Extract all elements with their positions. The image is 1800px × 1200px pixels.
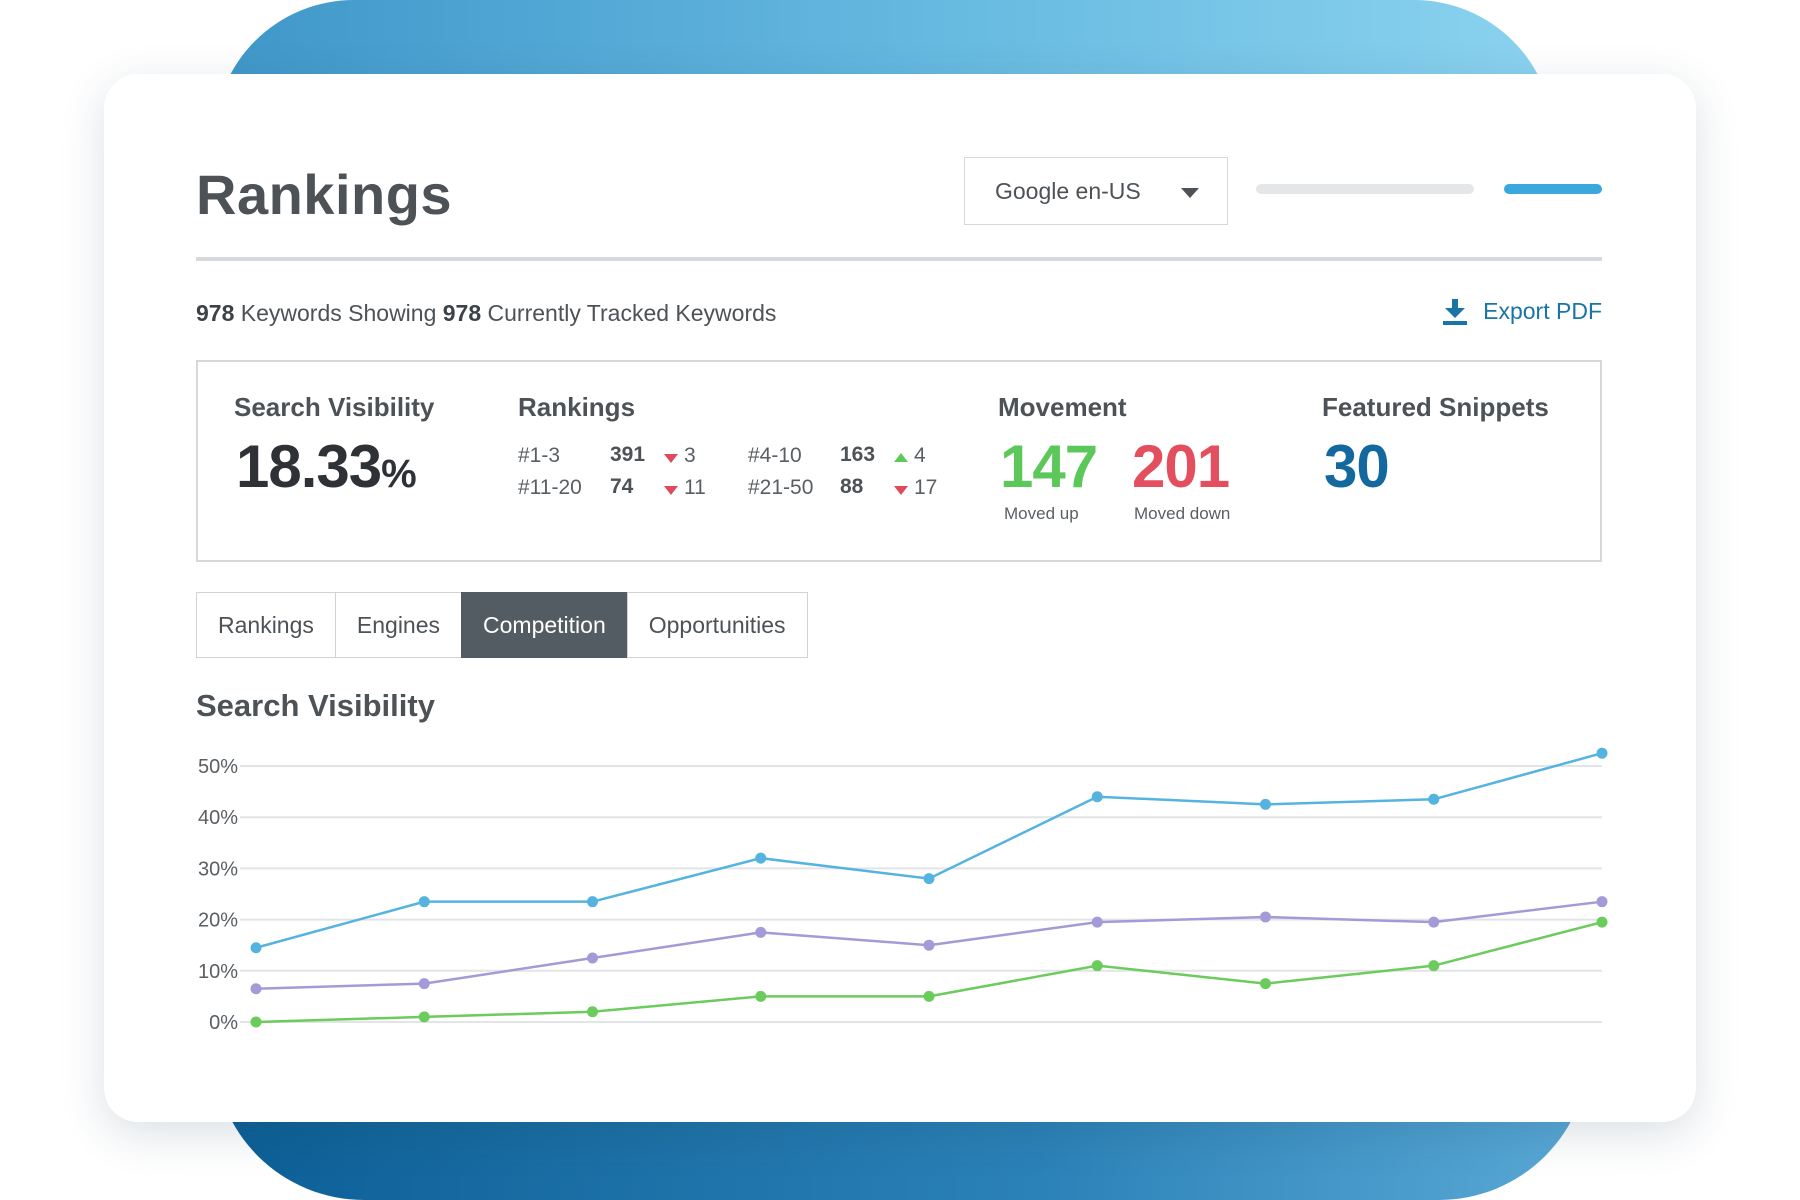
ranking-count: 74 <box>610 475 634 498</box>
data-point[interactable] <box>1596 916 1608 928</box>
ranking-range: #21-50 <box>748 476 814 499</box>
series-line-3 <box>255 920 1603 1024</box>
moved-up-label: Moved up <box>1004 504 1079 523</box>
y-tick-label: 30% <box>198 858 238 880</box>
stats-panel: Search Visibility 18.33% Rankings #1-3 3… <box>196 360 1602 562</box>
chart-title: Search Visibility <box>196 688 435 723</box>
data-point[interactable] <box>923 990 935 1002</box>
data-point[interactable] <box>1260 978 1271 990</box>
data-point[interactable] <box>1596 747 1608 759</box>
arrow-down-icon <box>664 454 678 463</box>
keywords-summary: 978 Keywords Showing 978 Currently Track… <box>196 300 776 327</box>
moved-down-value: 201 <box>1132 433 1230 500</box>
ranking-delta: 3 <box>684 444 696 467</box>
data-point[interactable] <box>587 952 598 964</box>
ranking-count: 88 <box>840 475 864 498</box>
y-tick-label: 40% <box>198 807 238 829</box>
data-point[interactable] <box>1091 916 1103 928</box>
search-visibility-heading: Search Visibility <box>234 392 435 422</box>
search-engine-select-value: Google en-US <box>995 177 1141 204</box>
search-engine-select[interactable]: Google en-US <box>964 157 1228 225</box>
data-point[interactable] <box>250 1016 262 1028</box>
tab-engines[interactable]: Engines <box>334 592 463 658</box>
data-point[interactable] <box>1428 916 1440 928</box>
download-icon <box>1443 298 1468 325</box>
data-point[interactable] <box>755 852 767 864</box>
ranking-range: #11-20 <box>518 476 582 499</box>
data-point[interactable] <box>418 1011 430 1023</box>
tab-opportunities[interactable]: Opportunities <box>626 592 808 658</box>
header-accent-bar <box>1504 184 1602 194</box>
data-point[interactable] <box>1596 896 1608 908</box>
data-point[interactable] <box>1091 960 1103 972</box>
chevron-down-icon <box>1181 188 1199 198</box>
data-point[interactable] <box>755 990 767 1002</box>
ranking-delta: 11 <box>684 476 706 499</box>
data-point[interactable] <box>418 978 430 990</box>
y-tick-label: 50% <box>198 756 238 778</box>
moved-up-value: 147 <box>1000 433 1098 500</box>
ranking-range: #1-3 <box>518 444 561 467</box>
data-point[interactable] <box>923 939 935 951</box>
ranking-range: #4-10 <box>748 444 802 467</box>
tracked-count: 978 <box>442 300 482 326</box>
search-visibility-value: 18.33% <box>236 433 417 500</box>
ranking-delta: 17 <box>914 476 938 499</box>
rankings-card: Rankings Google en-US 978 Keywords Showi… <box>104 74 1696 1122</box>
data-point[interactable] <box>1428 793 1440 805</box>
header-divider <box>196 257 1602 261</box>
featured-snippets-value: 30 <box>1324 433 1390 500</box>
keywords-count: 978 <box>196 300 235 326</box>
series-line-1 <box>255 751 1603 949</box>
keywords-showing-text: Keywords Showing <box>234 300 443 326</box>
data-point[interactable] <box>250 983 262 995</box>
arrow-down-icon <box>894 486 908 495</box>
y-tick-label: 10% <box>198 961 238 983</box>
ranking-count: 163 <box>840 443 876 466</box>
header-placeholder-bar <box>1256 184 1474 194</box>
data-point[interactable] <box>250 942 262 954</box>
export-pdf-button[interactable]: Export PDF <box>1443 298 1602 325</box>
data-point[interactable] <box>923 873 935 885</box>
view-tabs: Rankings Engines Competition Opportuniti… <box>196 592 808 658</box>
featured-snippets-heading: Featured Snippets <box>1322 392 1549 422</box>
y-tick-label: 20% <box>198 910 238 932</box>
data-point[interactable] <box>587 896 598 908</box>
ranking-delta: 4 <box>914 444 926 467</box>
tracked-text: Currently Tracked Keywords <box>481 300 777 326</box>
arrow-up-icon <box>894 453 908 462</box>
export-pdf-label: Export PDF <box>1483 298 1602 324</box>
data-point[interactable] <box>755 926 767 938</box>
ranking-count: 391 <box>610 443 646 466</box>
data-point[interactable] <box>1260 798 1271 810</box>
tab-competition[interactable]: Competition <box>461 592 628 658</box>
data-point[interactable] <box>587 1006 598 1018</box>
y-tick-label: 0% <box>209 1012 238 1034</box>
tab-rankings[interactable]: Rankings <box>196 592 336 658</box>
page-title: Rankings <box>196 163 453 226</box>
search-visibility-chart: 50% 40% 30% 20% 10% 0% <box>198 747 1608 1034</box>
moved-down-label: Moved down <box>1134 504 1231 523</box>
data-point[interactable] <box>1260 911 1271 923</box>
data-point[interactable] <box>1091 791 1103 803</box>
data-point[interactable] <box>1428 960 1440 972</box>
rankings-heading: Rankings <box>518 392 636 422</box>
arrow-down-icon <box>664 486 678 495</box>
movement-heading: Movement <box>998 392 1127 422</box>
data-point[interactable] <box>418 896 430 908</box>
